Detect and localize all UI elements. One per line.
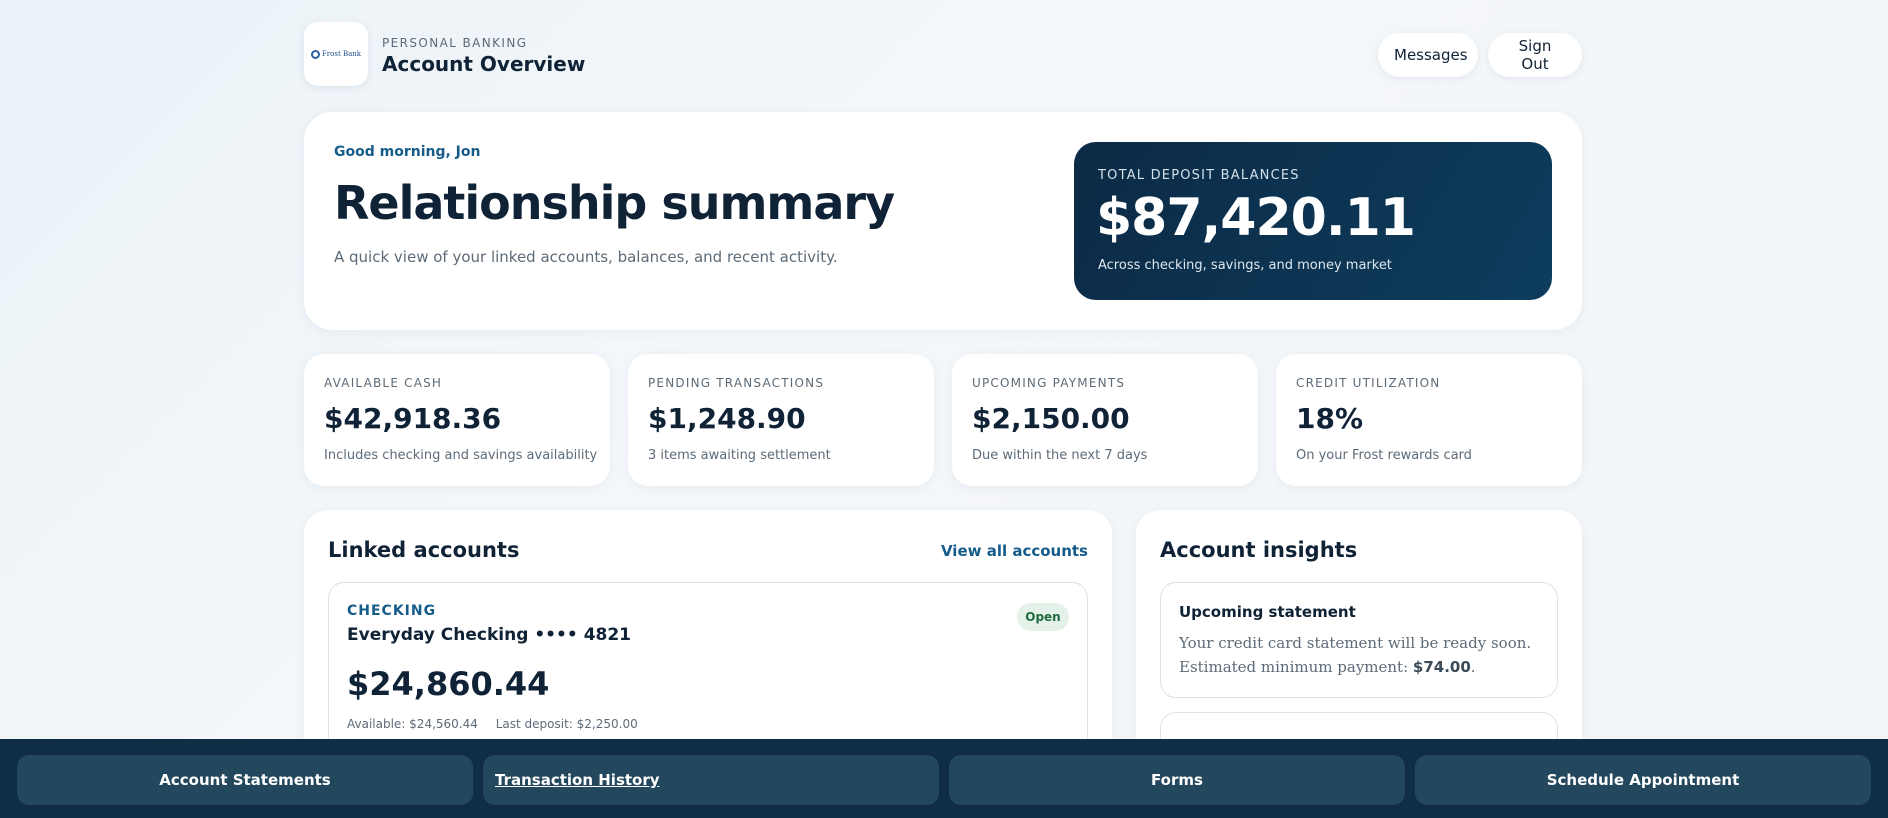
bottom-action-bar: Account Statements Transaction History F… xyxy=(0,739,1888,818)
stat-value: $2,150.00 xyxy=(972,402,1130,435)
linked-accounts-title: Linked accounts xyxy=(328,538,520,562)
account-statements-button[interactable]: Account Statements xyxy=(17,755,473,805)
stat-card-upcoming-payments: UPCOMING PAYMENTS $2,150.00 Due within t… xyxy=(952,354,1258,486)
messages-button[interactable]: Messages xyxy=(1378,33,1478,77)
greeting: Good morning, Jon xyxy=(334,144,481,160)
page-header: Frost Bank PERSONAL BANKING Account Over… xyxy=(304,22,1582,88)
relationship-summary-card: Good morning, Jon Relationship summary A… xyxy=(304,112,1582,330)
insight-body-end: . xyxy=(1470,658,1476,676)
account-card-checking[interactable]: CHECKING Everyday Checking •••• 4821 Ope… xyxy=(328,582,1088,802)
sign-out-button[interactable]: Sign Out xyxy=(1488,33,1582,77)
account-last-deposit: Last deposit: $2,250.00 xyxy=(495,717,638,731)
stat-subtext: Includes checking and savings availabili… xyxy=(324,448,598,463)
total-deposit-label: TOTAL DEPOSIT BALANCES xyxy=(1098,168,1300,183)
hero-title: Relationship summary xyxy=(334,176,895,230)
account-meta: Available: $24,560.44 Last deposit: $2,2… xyxy=(347,717,638,731)
insight-title: Upcoming statement xyxy=(1179,603,1356,621)
hero-subtitle: A quick view of your linked accounts, ba… xyxy=(334,248,838,266)
stat-card-pending-transactions: PENDING TRANSACTIONS $1,248.90 3 items a… xyxy=(628,354,934,486)
status-badge: Open xyxy=(1017,603,1069,631)
account-balance: $24,860.44 xyxy=(347,665,550,703)
total-deposit-subtext: Across checking, savings, and money mark… xyxy=(1098,258,1392,273)
page-title: Account Overview xyxy=(382,52,586,76)
insight-card-upcoming-statement: Upcoming statement Your credit card stat… xyxy=(1160,582,1558,698)
stat-subtext: On your Frost rewards card xyxy=(1296,448,1472,463)
frost-star-icon xyxy=(310,49,320,59)
stat-label: PENDING TRANSACTIONS xyxy=(648,376,825,390)
logo-text: Frost Bank xyxy=(321,50,362,58)
stat-label: CREDIT UTILIZATION xyxy=(1296,376,1441,390)
total-deposit-value: $87,420.11 xyxy=(1096,188,1416,248)
total-deposit-card: TOTAL DEPOSIT BALANCES $87,420.11 Across… xyxy=(1074,142,1552,300)
stat-value: 18% xyxy=(1296,402,1364,435)
stat-subtext: Due within the next 7 days xyxy=(972,448,1148,463)
minimum-payment-amount: $74.00 xyxy=(1412,658,1471,676)
stat-label: AVAILABLE CASH xyxy=(324,376,443,390)
account-name: Everyday Checking •••• 4821 xyxy=(347,625,632,645)
account-type: CHECKING xyxy=(347,603,437,619)
stat-card-available-cash: AVAILABLE CASH $42,918.36 Includes check… xyxy=(304,354,610,486)
stat-subtext: 3 items awaiting settlement xyxy=(648,448,831,463)
view-all-accounts-link[interactable]: View all accounts xyxy=(940,542,1088,560)
brand-eyebrow: PERSONAL BANKING xyxy=(382,36,528,50)
stat-label: UPCOMING PAYMENTS xyxy=(972,376,1126,390)
insight-body: Your credit card statement will be ready… xyxy=(1179,631,1549,679)
insight-body-text: Your credit card statement will be ready… xyxy=(1179,634,1532,676)
transaction-history-button[interactable]: Transaction History xyxy=(483,755,939,805)
bank-logo[interactable]: Frost Bank xyxy=(304,22,368,86)
forms-button[interactable]: Forms xyxy=(949,755,1405,805)
account-available: Available: $24,560.44 xyxy=(347,717,478,731)
stat-value: $42,918.36 xyxy=(324,402,502,435)
stat-value: $1,248.90 xyxy=(648,402,806,435)
stat-card-credit-utilization: CREDIT UTILIZATION 18% On your Frost rew… xyxy=(1276,354,1582,486)
schedule-appointment-button[interactable]: Schedule Appointment xyxy=(1415,755,1871,805)
account-insights-title: Account insights xyxy=(1160,538,1358,562)
